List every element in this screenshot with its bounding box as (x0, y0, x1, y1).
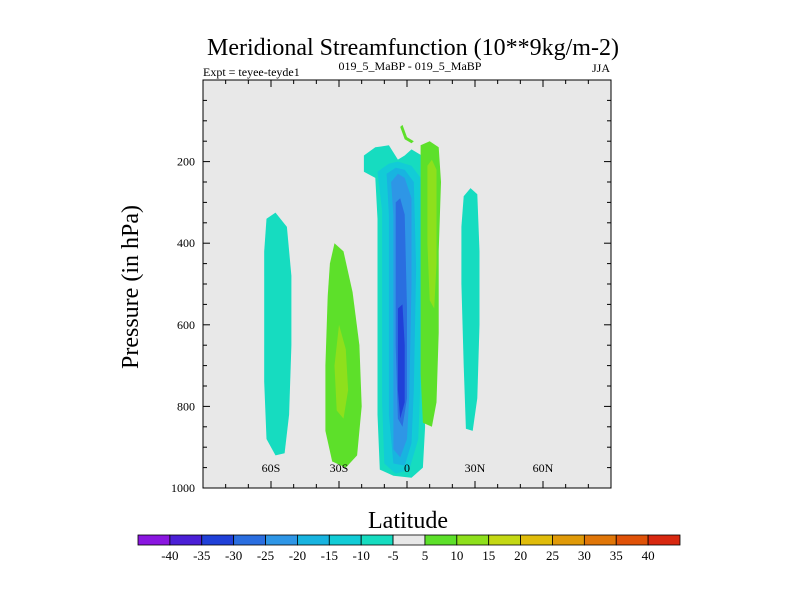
chart-title: Meridional Streamfunction (10**9kg/m-2) (207, 35, 619, 61)
colorbar-tick-label: 40 (642, 548, 655, 563)
colorbar-tick-label: -15 (321, 548, 338, 563)
colorbar-tick-label: -5 (388, 548, 399, 563)
season-label: JJA (592, 61, 610, 75)
colorbar-box (424, 534, 458, 546)
colorbar-box (520, 534, 553, 546)
colorbar-box (456, 534, 490, 546)
colorbar-box (137, 534, 171, 546)
colorbar-box (488, 534, 521, 546)
x-tick-label: 60N (533, 461, 554, 475)
contour-hadley-north-10 (427, 159, 437, 309)
x-axis-label: Latitude (368, 508, 448, 534)
contour-cell-30s-core (334, 324, 349, 419)
x-tick-label: 0 (404, 461, 410, 475)
contour-hadley-south-35 (397, 304, 405, 419)
colorbar-tick-label: -30 (225, 548, 242, 563)
colorbar: -40 -35 -30 -25 -20 -15 -10 -5 5 10 15 20 25 30 35 40 (137, 534, 681, 563)
left-string: Expt = teyee-teyde1 (203, 65, 300, 79)
colorbar-box (297, 534, 330, 546)
y-axis-label: Pressure (in hPa) (118, 205, 144, 369)
colorbar-box (615, 534, 649, 546)
colorbar-box (201, 534, 235, 546)
y-tick-label: 400 (177, 236, 195, 250)
colorbar-tick-label: 25 (546, 548, 559, 563)
colorbar-box (583, 534, 617, 546)
colorbar-box (328, 534, 362, 546)
colorbar-box (647, 534, 681, 546)
contour-cell-30n (461, 188, 480, 431)
colorbar-tick-label: -25 (257, 548, 274, 563)
y-tick-label: 200 (177, 155, 195, 169)
colorbar-box (392, 534, 426, 546)
colorbar-tick-label: 5 (422, 548, 429, 563)
contour-streak-upper (400, 124, 414, 144)
center-string: 019_5_MaBP - 019_5_MaBP (339, 59, 482, 73)
colorbar-tick-label: 35 (610, 548, 623, 563)
colorbar-box (552, 534, 585, 546)
y-tick-label: 600 (177, 318, 195, 332)
contour-cell-60s (264, 212, 292, 456)
colorbar-box (233, 534, 266, 546)
colorbar-box (360, 534, 394, 546)
colorbar-tick-label: -20 (289, 548, 306, 563)
colorbar-tick-label: 10 (450, 548, 463, 563)
x-tick-label: 30N (465, 461, 486, 475)
x-tick-label: 60S (262, 461, 281, 475)
colorbar-tick-label: -10 (353, 548, 370, 563)
colorbar-box (265, 534, 298, 546)
y-tick-label: 800 (177, 399, 195, 413)
colorbar-box (169, 534, 203, 546)
x-tick-label: 30S (330, 461, 349, 475)
colorbar-tick-label: -40 (161, 548, 178, 563)
colorbar-tick-label: 20 (514, 548, 527, 563)
colorbar-tick-label: 15 (482, 548, 495, 563)
y-tick-label: 1000 (171, 481, 195, 495)
colorbar-tick-label: 30 (578, 548, 591, 563)
colorbar-tick-label: -35 (193, 548, 210, 563)
